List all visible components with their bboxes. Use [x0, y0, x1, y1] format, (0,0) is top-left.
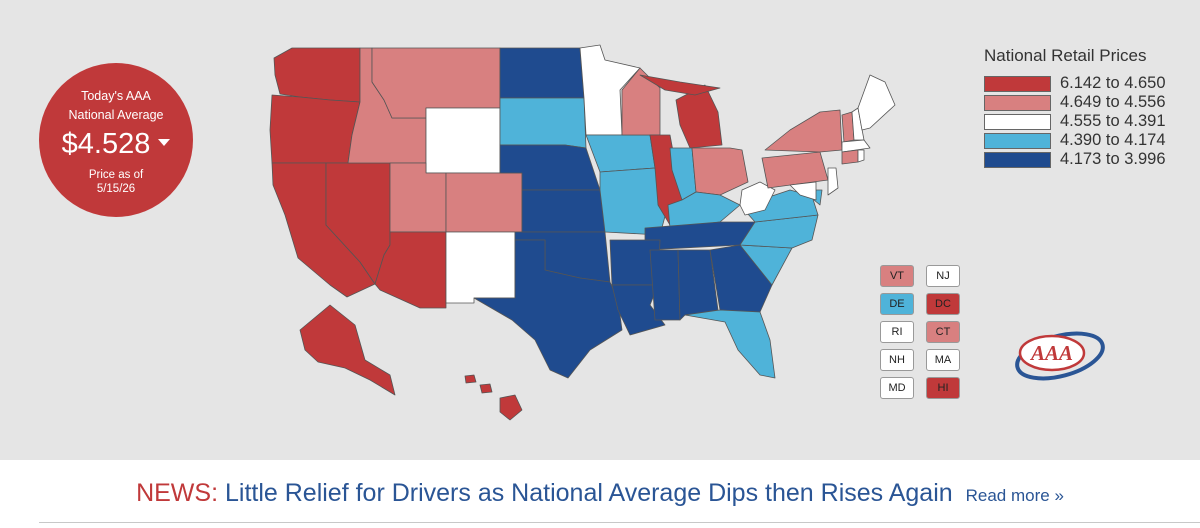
- small-state-ri[interactable]: RI: [880, 321, 914, 343]
- legend-label: 4.173 to 3.996: [1060, 150, 1166, 168]
- state-wi[interactable]: [621, 67, 661, 136]
- state-oh[interactable]: [691, 147, 749, 196]
- state-nm[interactable]: [445, 231, 516, 304]
- small-state-nh[interactable]: NH: [880, 349, 914, 371]
- legend-rows: 6.142 to 4.650 4.649 to 4.556 4.555 to 4.3…: [984, 74, 1174, 169]
- state-md[interactable]: [789, 181, 817, 201]
- small-state-ma[interactable]: MA: [926, 349, 960, 371]
- read-more-link[interactable]: Read more »: [965, 486, 1064, 505]
- news-headline[interactable]: Little Relief for Drivers as National Av…: [224, 479, 953, 507]
- national-average-badge: Today's AAA National Average $4.528 Pric…: [39, 63, 193, 217]
- state-co[interactable]: [445, 172, 523, 233]
- caret-down-icon[interactable]: [158, 138, 171, 146]
- state-mn[interactable]: [579, 44, 641, 136]
- legend-title: National Retail Prices: [984, 46, 1147, 65]
- state-sd[interactable]: [499, 97, 587, 149]
- legend-swatch: [984, 132, 1051, 149]
- state-ut[interactable]: [389, 162, 447, 233]
- small-state-hi[interactable]: HI: [926, 377, 960, 399]
- state-mi-up[interactable]: [639, 74, 721, 96]
- state-ms[interactable]: [649, 249, 681, 321]
- small-state-ct[interactable]: CT: [926, 321, 960, 343]
- state-me[interactable]: [857, 74, 896, 131]
- state-ia[interactable]: [585, 134, 656, 173]
- state-ri[interactable]: [857, 149, 865, 163]
- legend-item: 4.173 to 3.996: [984, 150, 1174, 169]
- state-hi-1[interactable]: [499, 394, 523, 421]
- state-wy[interactable]: [425, 107, 501, 174]
- state-nd[interactable]: [499, 47, 585, 99]
- small-state-dc[interactable]: DC: [926, 293, 960, 315]
- us-map: [269, 44, 896, 421]
- state-or[interactable]: [269, 94, 361, 164]
- state-ak[interactable]: [299, 304, 396, 396]
- legend-swatch: [984, 94, 1051, 111]
- badge-price-row[interactable]: $4.528: [39, 127, 193, 161]
- state-ny[interactable]: [764, 109, 843, 153]
- news-divider: [39, 522, 1200, 523]
- price-legend: National Retail Prices 6.142 to 4.650 4.6…: [984, 46, 1174, 169]
- state-ks[interactable]: [521, 189, 606, 233]
- badge-as-of-date: 5/15/26: [96, 183, 136, 195]
- legend-label: 4.649 to 4.556: [1060, 93, 1166, 111]
- small-state-de[interactable]: DE: [880, 293, 914, 315]
- badge-line1: Today's AAA: [81, 89, 151, 103]
- legend-label: 6.142 to 4.650: [1060, 74, 1166, 92]
- state-fl[interactable]: [684, 309, 776, 379]
- state-ga[interactable]: [709, 244, 773, 313]
- small-state-vt[interactable]: VT: [880, 265, 914, 287]
- map-panel: Today's AAA National Average $4.528 Pric…: [0, 0, 1200, 460]
- legend-item: 4.390 to 4.174: [984, 131, 1174, 150]
- legend-item: 4.555 to 4.391: [984, 112, 1174, 131]
- small-state-nj[interactable]: NJ: [926, 265, 960, 287]
- state-ct[interactable]: [841, 149, 859, 165]
- state-mi[interactable]: [675, 84, 723, 149]
- badge-as-of-label: Price as of: [88, 169, 144, 181]
- state-tx[interactable]: [473, 239, 623, 379]
- news-label: NEWS:: [136, 479, 219, 507]
- state-ma[interactable]: [841, 139, 871, 153]
- news-bar: NEWS: Little Relief for Drivers as Natio…: [0, 460, 1200, 528]
- badge-line2: National Average: [68, 108, 164, 122]
- legend-swatch: [984, 75, 1051, 92]
- state-wv[interactable]: [739, 181, 776, 216]
- badge-price: $4.528: [61, 128, 151, 160]
- legend-label: 4.390 to 4.174: [1060, 131, 1166, 149]
- state-mt[interactable]: [371, 47, 501, 119]
- state-nc[interactable]: [739, 214, 819, 249]
- logo-text: AAA: [1029, 341, 1073, 365]
- state-wa[interactable]: [273, 47, 361, 103]
- state-hi-2[interactable]: [479, 383, 493, 394]
- aaa-logo: AAA: [1015, 331, 1105, 381]
- state-hi-3[interactable]: [464, 374, 477, 384]
- state-pa[interactable]: [761, 151, 829, 189]
- legend-swatch: [984, 113, 1051, 130]
- legend-swatch: [984, 151, 1051, 168]
- legend-label: 4.555 to 4.391: [1060, 112, 1166, 130]
- legend-item: 6.142 to 4.650: [984, 74, 1174, 93]
- legend-item: 4.649 to 4.556: [984, 93, 1174, 112]
- state-nj[interactable]: [827, 167, 839, 196]
- small-state-md[interactable]: MD: [880, 377, 914, 399]
